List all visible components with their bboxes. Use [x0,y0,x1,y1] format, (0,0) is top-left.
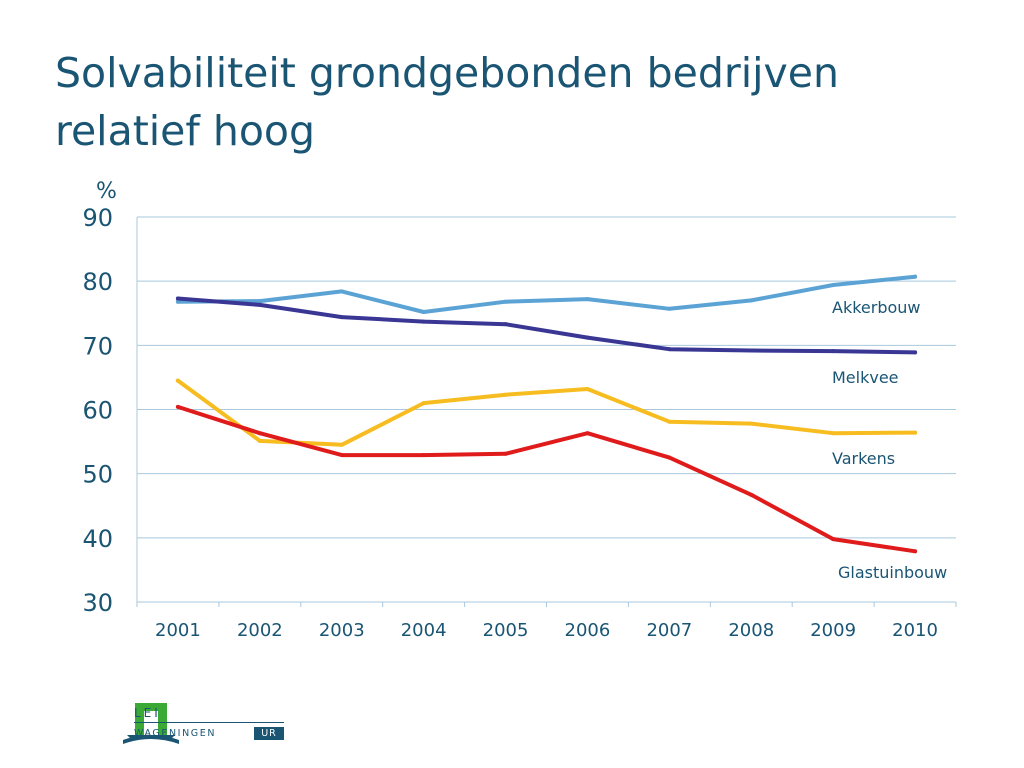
logo-lei-text: LEI [134,706,161,720]
data-point-glastuinbouw [831,537,836,542]
y-tick-label: 30 [82,589,113,617]
x-tick-label: 2008 [728,620,774,641]
x-tick-label: 2005 [483,620,529,641]
y-tick-label: 70 [82,332,113,360]
series-label-bg [824,447,910,471]
data-point-varkens [421,401,426,406]
data-point-varkens [503,392,508,397]
data-point-varkens [257,438,262,443]
data-point-akkerbouw [667,306,672,311]
data-point-glastuinbouw [749,492,754,497]
x-tick-label: 2009 [810,620,856,641]
logo-divider [134,722,284,723]
data-point-melkvee [667,347,672,352]
data-point-glastuinbouw [175,404,180,409]
data-point-varkens [831,431,836,436]
x-tick-label: 2006 [565,620,611,641]
slide-title: Solvabiliteit grondgebonden bedrijven re… [55,49,839,155]
data-point-varkens [749,421,754,426]
x-tick-label: 2007 [646,620,692,641]
data-point-akkerbouw [831,283,836,288]
y-tick-label: 60 [82,397,113,425]
data-point-akkerbouw [585,297,590,302]
data-point-varkens [339,442,344,447]
data-point-melkvee [257,302,262,307]
data-point-akkerbouw [339,289,344,294]
lei-logo-icon [123,703,179,744]
series-label-varkens: Varkens [832,449,895,468]
data-point-glastuinbouw [339,453,344,458]
data-point-melkvee [831,349,836,354]
series-line-glastuinbouw [175,404,918,554]
x-tick-label: 2010 [892,620,938,641]
data-point-varkens [585,386,590,391]
data-point-glastuinbouw [667,455,672,460]
data-point-varkens [913,430,918,435]
data-point-melkvee [175,296,180,301]
data-point-akkerbouw [913,274,918,279]
series-label-bg [830,561,966,585]
y-tick-label: 90 [82,204,113,232]
data-point-akkerbouw [503,299,508,304]
x-tick-label: 2001 [155,620,201,641]
data-point-melkvee [913,350,918,355]
data-point-melkvee [421,319,426,324]
y-axis-label: % [96,179,117,204]
y-tick-label: 50 [82,461,113,489]
y-tick-label: 40 [82,525,113,553]
data-point-melkvee [503,322,508,327]
series-label-melkvee: Melkvee [832,368,899,387]
data-point-varkens [667,419,672,424]
series-line-akkerbouw [175,274,918,314]
series-label-glastuinbouw: Glastuinbouw [838,563,947,582]
logo-wageningen-text: WAGENINGEN [134,728,217,739]
data-point-glastuinbouw [913,549,918,554]
data-point-akkerbouw [749,298,754,303]
data-point-akkerbouw [421,309,426,314]
data-point-glastuinbouw [421,453,426,458]
data-point-glastuinbouw [503,451,508,456]
data-point-glastuinbouw [257,431,262,436]
data-point-akkerbouw [175,299,180,304]
series-line-melkvee [175,296,918,355]
y-tick-label: 80 [82,268,113,296]
x-tick-label: 2004 [401,620,447,641]
x-tick-label: 2003 [319,620,365,641]
series-label-akkerbouw: Akkerbouw [832,298,921,317]
data-point-melkvee [585,335,590,340]
data-point-melkvee [339,315,344,320]
x-tick-label: 2002 [237,620,283,641]
series-line-varkens [175,378,918,447]
data-point-melkvee [749,348,754,353]
data-point-glastuinbouw [585,431,590,436]
logo-ur-badge: UR [254,727,284,740]
data-point-varkens [175,378,180,383]
data-point-akkerbouw [257,299,262,304]
